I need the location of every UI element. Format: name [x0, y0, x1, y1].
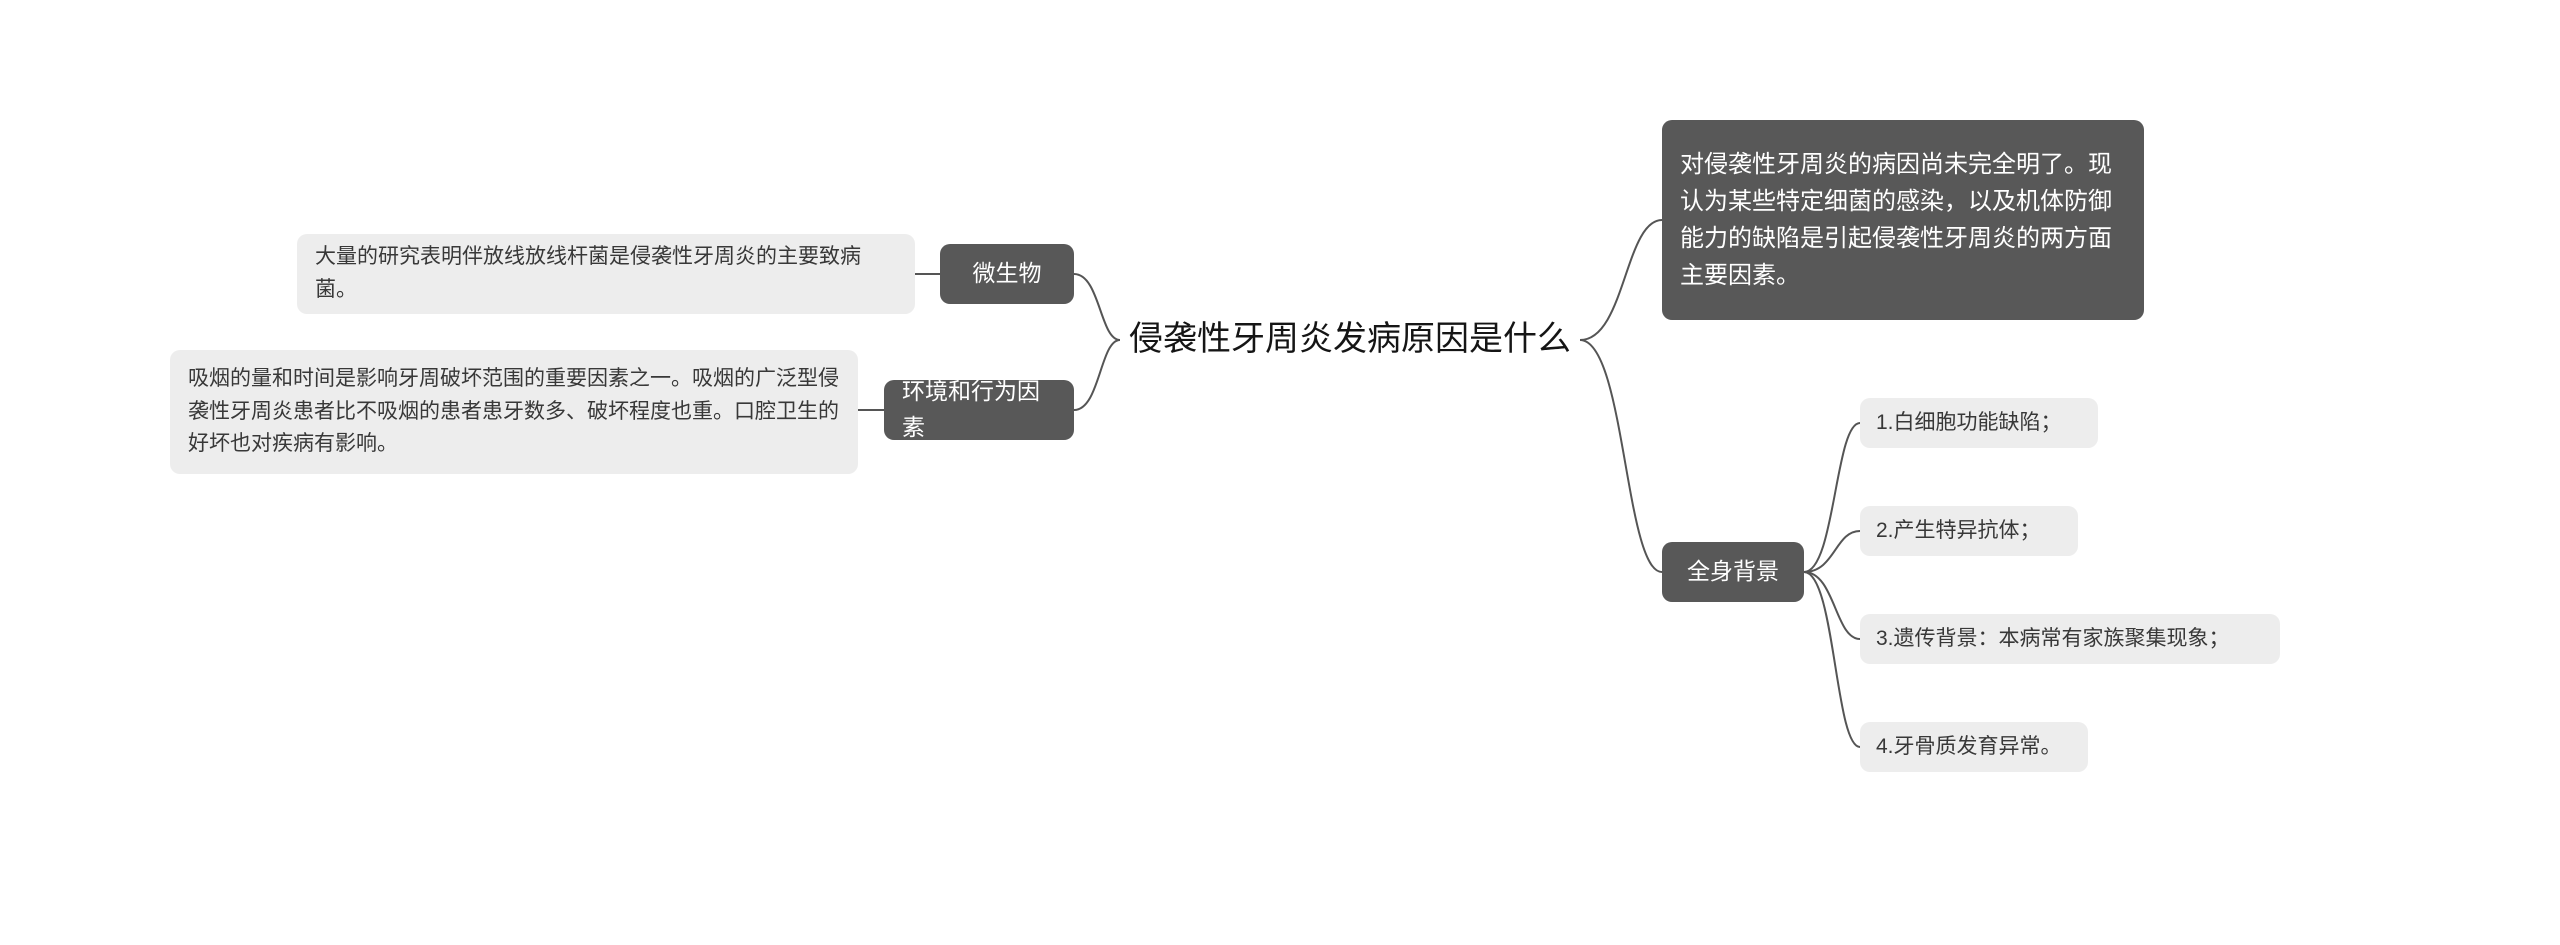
right-branch-3-item-1: 2.产生特异抗体；	[1860, 506, 2078, 556]
right-branch-3-item-0-text: 1.白细胞功能缺陷；	[1876, 407, 2062, 440]
right-branch-3-item-3: 4.牙骨质发育异常。	[1860, 722, 2088, 772]
right-branch-3-item-1-text: 2.产生特异抗体；	[1876, 515, 2041, 548]
root-node: 侵袭性牙周炎发病原因是什么	[1120, 292, 1580, 388]
left-branch-2-label-text: 环境和行为因素	[902, 374, 1056, 445]
right-branch-3-label: 全身背景	[1662, 542, 1804, 602]
right-branch-3-item-3-text: 4.牙骨质发育异常。	[1876, 731, 2062, 764]
root-text: 侵袭性牙周炎发病原因是什么	[1129, 316, 1571, 364]
right-branch-3-item-0: 1.白细胞功能缺陷；	[1860, 398, 2098, 448]
left-branch-2-desc-text: 吸烟的量和时间是影响牙周破坏范围的重要因素之一。吸烟的广泛型侵袭性牙周炎患者比不…	[188, 363, 840, 461]
left-branch-1-label: 微生物	[940, 244, 1074, 304]
left-branch-1-desc-text: 大量的研究表明伴放线放线杆菌是侵袭性牙周炎的主要致病菌。	[315, 241, 897, 306]
right-summary-text: 对侵袭性牙周炎的病因尚未完全明了。现认为某些特定细菌的感染，以及机体防御能力的缺…	[1680, 146, 2126, 295]
left-branch-1-label-text: 微生物	[973, 256, 1042, 292]
left-branch-2-desc: 吸烟的量和时间是影响牙周破坏范围的重要因素之一。吸烟的广泛型侵袭性牙周炎患者比不…	[170, 350, 858, 474]
right-branch-3-item-2: 3.遗传背景：本病常有家族聚集现象；	[1860, 614, 2280, 664]
right-branch-3-label-text: 全身背景	[1687, 554, 1779, 590]
mindmap-canvas: 侵袭性牙周炎发病原因是什么 微生物 大量的研究表明伴放线放线杆菌是侵袭性牙周炎的…	[0, 0, 2560, 945]
right-summary: 对侵袭性牙周炎的病因尚未完全明了。现认为某些特定细菌的感染，以及机体防御能力的缺…	[1662, 120, 2144, 320]
left-branch-2-label: 环境和行为因素	[884, 380, 1074, 440]
right-branch-3-item-2-text: 3.遗传背景：本病常有家族聚集现象；	[1876, 623, 2230, 656]
left-branch-1-desc: 大量的研究表明伴放线放线杆菌是侵袭性牙周炎的主要致病菌。	[297, 234, 915, 314]
